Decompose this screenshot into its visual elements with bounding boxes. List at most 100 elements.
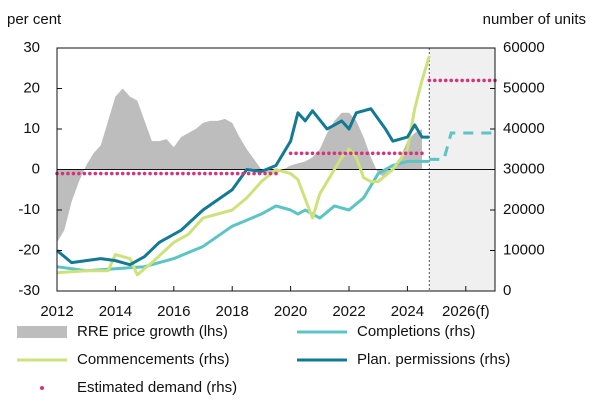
- demand-dot: [241, 171, 245, 176]
- demand-dot: [60, 171, 65, 176]
- x-tick-label: 2018: [216, 303, 249, 320]
- demand-dot: [93, 171, 98, 176]
- demand-dot: [99, 171, 103, 176]
- demand-dot: [213, 171, 218, 176]
- demand-dot: [88, 171, 92, 176]
- demand-dot: [192, 171, 196, 176]
- demand-dot: [126, 171, 130, 176]
- demand-dot: [71, 171, 76, 176]
- demand-dot: [438, 78, 443, 83]
- demand-dot: [164, 171, 169, 176]
- demand-dot: [77, 171, 81, 176]
- demand-dot: [170, 171, 174, 176]
- demand-dot: [482, 78, 486, 83]
- demand-dot: [321, 151, 326, 156]
- y2-axis-label: number of units: [483, 11, 586, 28]
- demand-dot: [409, 151, 413, 156]
- legend-swatch: [40, 386, 44, 390]
- demand-dot: [82, 171, 87, 176]
- demand-dot: [427, 78, 432, 83]
- demand-dot: [263, 171, 267, 176]
- demand-dot: [343, 151, 348, 156]
- x-tick-label: 2014: [99, 303, 132, 320]
- demand-dot: [137, 171, 141, 176]
- demand-dot: [274, 171, 278, 176]
- forecast-line: [429, 131, 495, 161]
- y2-tick-label: 60000: [503, 39, 545, 56]
- demand-dot: [104, 171, 109, 176]
- demand-dot: [476, 78, 481, 83]
- demand-dot: [316, 151, 320, 156]
- x-tick-label: 2026(f): [442, 303, 490, 320]
- demand-dot: [460, 78, 464, 83]
- demand-dot: [120, 171, 125, 176]
- line: [56, 107, 430, 267]
- y-tick-label: -10: [18, 201, 40, 218]
- demand-dot: [443, 78, 448, 83]
- x-tick-label: 2020: [274, 303, 307, 320]
- legend-label: Plan. permissions (rhs): [357, 351, 510, 368]
- legend-label: Commencements (rhs): [77, 351, 230, 368]
- demand-dot: [246, 171, 251, 176]
- demand-dot: [332, 151, 337, 156]
- y-tick-label: -30: [18, 282, 40, 299]
- y-tick-label: 10: [23, 120, 40, 137]
- demand-dot: [392, 151, 397, 156]
- demand-dot: [208, 171, 213, 176]
- y2-tick-label: 50000: [503, 79, 545, 96]
- demand-dot: [365, 151, 370, 156]
- area: [57, 88, 422, 243]
- demand-dot: [219, 171, 224, 176]
- x-tick-label: 2016: [157, 303, 190, 320]
- x-tick-label: 2012: [40, 303, 73, 320]
- x-tick-label: 2022: [332, 303, 365, 320]
- demand-dot: [148, 171, 152, 176]
- demand-dot: [203, 171, 207, 176]
- demand-dot: [299, 151, 304, 156]
- demand-dot: [403, 151, 408, 156]
- legend-label: Completions (rhs): [357, 323, 475, 340]
- x-tick-label: 2024: [391, 303, 424, 320]
- y2-tick-label: 20000: [503, 201, 545, 218]
- demand-dot: [471, 78, 475, 83]
- line: [56, 159, 430, 273]
- demand-dot: [327, 151, 331, 156]
- demand-dot: [387, 151, 391, 156]
- demand-dot: [294, 151, 298, 156]
- legend-label: Estimated demand (rhs): [77, 379, 237, 396]
- demand-dot: [487, 78, 492, 83]
- y2-tick-label: 40000: [503, 120, 545, 137]
- y-axis-label: per cent: [7, 11, 62, 28]
- y-tick-label: 30: [23, 39, 40, 56]
- demand-dot: [131, 171, 136, 176]
- demand-dot: [230, 171, 234, 176]
- demand-dot: [449, 78, 454, 83]
- demand-dot: [109, 171, 114, 176]
- demand-dot: [153, 171, 158, 176]
- demand-dot: [465, 78, 470, 83]
- demand-dot: [197, 171, 202, 176]
- demand-dot: [454, 78, 459, 83]
- y-tick-label: -20: [18, 241, 40, 258]
- demand-dot: [181, 171, 185, 176]
- demand-dot: [115, 171, 120, 176]
- line: [56, 55, 431, 277]
- demand-dot: [159, 171, 163, 176]
- demand-dot: [349, 151, 353, 156]
- y-tick-label: 20: [23, 79, 40, 96]
- demand-dot: [142, 171, 147, 176]
- demand-dot: [381, 151, 386, 156]
- demand-dot: [432, 78, 437, 83]
- legend-swatch: [17, 326, 67, 338]
- demand-dot: [235, 171, 240, 176]
- demand-dot: [420, 151, 424, 156]
- demand-dot: [175, 171, 180, 176]
- legend-label: RRE price growth (lhs): [77, 323, 228, 340]
- demand-dot: [414, 151, 419, 156]
- demand-dot: [224, 171, 229, 176]
- demand-dot: [370, 151, 375, 156]
- demand-dot: [257, 171, 262, 176]
- demand-dot: [376, 151, 381, 156]
- demand-dot: [186, 171, 191, 176]
